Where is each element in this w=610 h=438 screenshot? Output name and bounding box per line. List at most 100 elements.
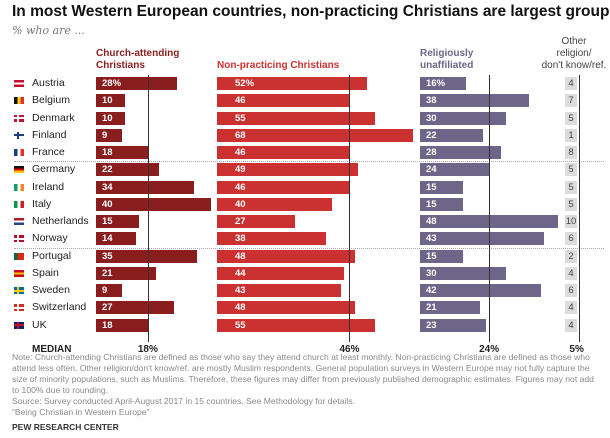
- source-text: Source: Survey conducted April-August 20…: [12, 396, 355, 406]
- bar-1: 48: [217, 301, 356, 315]
- bar-3: 8: [565, 146, 577, 159]
- flag-icon: [14, 97, 24, 105]
- bar-2: 15: [420, 249, 464, 263]
- bar-2: 23: [420, 318, 487, 332]
- median-line-1: [349, 75, 351, 342]
- note-text: Note: Church-attending Christians are de…: [12, 352, 594, 395]
- median-value-2: 24%: [479, 343, 500, 355]
- bar-1: 40: [217, 197, 333, 211]
- country-label: Spain: [32, 266, 59, 279]
- bar-0: 21: [96, 266, 157, 280]
- bar-0: 34: [96, 180, 194, 194]
- bar-0: 9: [96, 128, 122, 142]
- credit: PEW RESEARCH CENTER: [12, 422, 119, 432]
- country-label: Denmark: [32, 111, 75, 124]
- bar-3: 10: [565, 215, 577, 228]
- bar-2: 24: [420, 163, 490, 177]
- flag-icon: [14, 235, 24, 243]
- bar-3: 5: [565, 197, 577, 211]
- header-1: Non-practicing Christians: [217, 60, 339, 72]
- flag-icon: [14, 149, 24, 156]
- bar-1: 46: [217, 146, 350, 159]
- bar-1: 55: [217, 318, 376, 332]
- bar-0: 10: [96, 111, 125, 125]
- bar-3: 5: [565, 163, 577, 177]
- flag-icon: [14, 304, 24, 312]
- country-label: Italy: [32, 197, 52, 210]
- flag-icon: [14, 80, 24, 87]
- header-line: Non-practicing Christians: [217, 60, 340, 71]
- bar-2: 22: [420, 128, 484, 142]
- bar-3: 7: [565, 94, 577, 108]
- bar-3: 5: [565, 111, 577, 125]
- bar-0: 10: [96, 94, 125, 108]
- row-separator: [14, 247, 604, 249]
- bar-3: 4: [565, 77, 577, 90]
- bar-0: 14: [96, 232, 137, 246]
- header-0: Church-attending Christians: [96, 48, 179, 72]
- header-line: religion/: [556, 48, 592, 59]
- header-line: Church-attending: [96, 48, 180, 59]
- median-line-3: [579, 75, 581, 342]
- bar-3: 2: [565, 249, 577, 263]
- bar-1: 43: [217, 284, 341, 297]
- country-label: Germany: [32, 163, 76, 176]
- bar-1: 38: [217, 232, 327, 246]
- header-line: Other: [561, 36, 587, 47]
- bar-3: 4: [565, 266, 577, 280]
- bar-0: 35: [96, 249, 197, 263]
- flag-icon: [14, 218, 24, 225]
- bar-3: 1: [565, 128, 577, 142]
- bar-2: 30: [420, 111, 507, 125]
- flag-icon: [14, 131, 24, 139]
- flag-icon: [14, 200, 24, 208]
- median-line-2: [489, 75, 491, 342]
- country-label: Norway: [32, 232, 68, 245]
- bar-1: 49: [217, 163, 359, 177]
- bar-0: 22: [96, 163, 160, 177]
- bar-1: 48: [217, 249, 356, 263]
- bar-0: 40: [96, 197, 212, 211]
- row-separator: [14, 161, 604, 163]
- header-line: unaffiliated: [420, 60, 474, 71]
- country-label: Ireland: [32, 180, 65, 193]
- country-label: Netherlands: [32, 215, 89, 227]
- bar-0: 18: [96, 318, 148, 332]
- flag-icon: [14, 321, 24, 329]
- bar-2: 30: [420, 266, 507, 280]
- country-label: France: [32, 146, 65, 158]
- bar-0: 15: [96, 215, 140, 228]
- report-title: “Being Christian in Western Europe”: [12, 407, 150, 417]
- bar-0: 18: [96, 146, 148, 159]
- flag-icon: [14, 252, 24, 260]
- bar-1: 46: [217, 94, 350, 108]
- bar-1: 55: [217, 111, 376, 125]
- bar-1: 27: [217, 215, 295, 228]
- country-label: Sweden: [32, 284, 70, 296]
- bar-2: 15: [420, 197, 464, 211]
- country-label: Switzerland: [32, 301, 87, 314]
- bar-2: 21: [420, 301, 481, 315]
- bar-3: 6: [565, 284, 577, 297]
- footnote: Note: Church-attending Christians are de…: [12, 352, 602, 418]
- chart-subtitle: % who are ...: [12, 24, 85, 37]
- bar-3: 6: [565, 232, 577, 246]
- bar-0: 9: [96, 284, 122, 297]
- median-line-0: [147, 75, 149, 342]
- header-2: Religiously unaffiliated: [420, 48, 473, 72]
- bar-3: 5: [565, 180, 577, 194]
- flag-icon: [14, 183, 24, 191]
- bar-0: 27: [96, 301, 174, 315]
- bar-2: 16%: [420, 77, 467, 90]
- flag-icon: [14, 114, 24, 122]
- chart-title: In most Western European countries, non-…: [12, 3, 610, 20]
- bar-2: 38: [420, 94, 530, 108]
- header-line: Religiously: [420, 48, 474, 59]
- bar-3: 4: [565, 301, 577, 315]
- country-label: UK: [32, 318, 47, 331]
- flag-icon: [14, 166, 24, 174]
- bar-1: 46: [217, 180, 350, 194]
- bar-1: 44: [217, 266, 344, 280]
- median-value-0: 18%: [137, 343, 158, 355]
